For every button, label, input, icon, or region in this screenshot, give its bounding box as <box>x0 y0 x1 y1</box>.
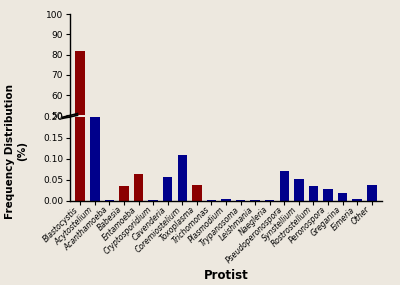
Bar <box>294 179 304 201</box>
Bar <box>352 199 362 201</box>
Bar <box>192 185 202 201</box>
Bar <box>250 200 260 201</box>
Bar <box>76 51 85 217</box>
Bar <box>309 186 318 201</box>
Text: Frequency Distribution
(%): Frequency Distribution (%) <box>5 84 27 219</box>
Bar <box>221 199 231 201</box>
Bar <box>207 200 216 201</box>
Bar <box>148 200 158 201</box>
Bar <box>119 186 129 201</box>
Text: Protist: Protist <box>204 269 248 282</box>
Bar <box>265 200 274 201</box>
Bar <box>280 172 289 201</box>
Bar <box>338 193 347 201</box>
Bar <box>134 174 143 201</box>
Bar <box>76 0 85 201</box>
Bar <box>178 155 187 201</box>
Bar <box>163 176 172 201</box>
Bar <box>105 200 114 201</box>
Bar <box>323 189 333 201</box>
Bar <box>236 200 245 201</box>
Bar <box>90 216 100 217</box>
Bar <box>367 185 376 201</box>
Bar <box>90 117 100 201</box>
